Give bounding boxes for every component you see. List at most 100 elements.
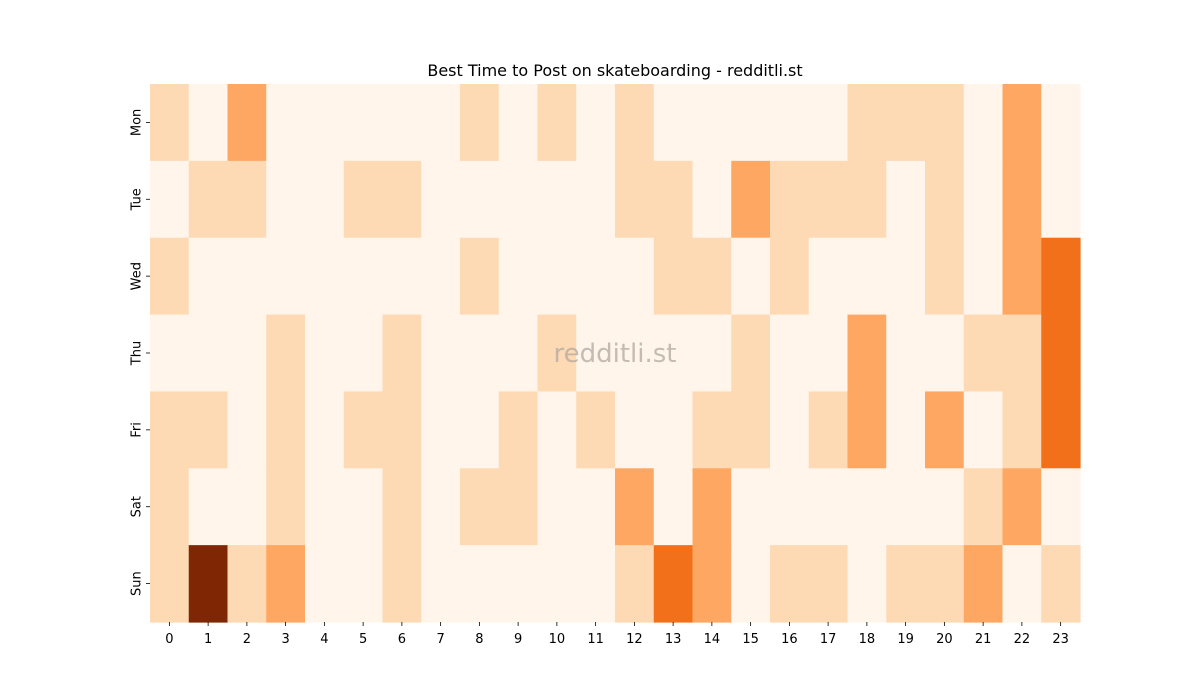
x-tick-label-22: 22 — [1014, 632, 1031, 647]
heatmap-cell-thu-8 — [460, 314, 500, 393]
heatmap-cell-thu-18 — [847, 314, 887, 393]
heatmap-cell-tue-18 — [847, 160, 887, 239]
x-tick-label-15: 15 — [742, 632, 759, 647]
heatmap-cell-wed-19 — [886, 237, 926, 316]
y-tick-label-sun: Sun — [130, 571, 145, 596]
x-tick-label-8: 8 — [475, 632, 483, 647]
heatmap-cell-thu-21 — [963, 314, 1004, 393]
heatmap-cell-mon-0 — [150, 84, 190, 162]
heatmap-cell-sun-9 — [498, 545, 539, 623]
heatmap-cell-sat-7 — [421, 468, 461, 546]
heatmap-cell-tue-14 — [692, 160, 732, 239]
heatmap-cell-tue-12 — [615, 160, 655, 239]
heatmap-cell-thu-4 — [305, 314, 345, 393]
heatmap-cell-sun-14 — [692, 545, 732, 623]
heatmap-cell-mon-21 — [963, 84, 1004, 162]
heatmap-cell-sat-11 — [576, 468, 616, 546]
heatmap-cell-sat-5 — [343, 468, 384, 546]
heatmap-cell-sat-17 — [808, 468, 849, 546]
x-tick-label-21: 21 — [975, 632, 992, 647]
heatmap-cell-mon-3 — [266, 84, 306, 162]
heatmap-cell-tue-11 — [576, 160, 616, 239]
heatmap-cell-fri-21 — [963, 391, 1004, 469]
heatmap-cell-thu-5 — [343, 314, 384, 393]
heatmap-cell-thu-11 — [576, 314, 616, 393]
heatmap-cell-wed-6 — [382, 237, 422, 316]
heatmap-cell-sat-14 — [692, 468, 732, 546]
heatmap-cell-thu-6 — [382, 314, 422, 393]
heatmap-cell-sat-9 — [498, 468, 539, 546]
heatmap-cell-thu-22 — [1002, 314, 1042, 393]
heatmap-cell-sun-6 — [382, 545, 422, 623]
heatmap-cell-sat-22 — [1002, 468, 1042, 546]
heatmap-cell-sun-10 — [537, 545, 577, 623]
x-tick-label-16: 16 — [781, 632, 798, 647]
heatmap-cell-tue-9 — [498, 160, 539, 239]
heatmap-cell-sun-20 — [925, 545, 965, 623]
heatmap-cell-fri-2 — [227, 391, 267, 469]
x-tick-label-18: 18 — [859, 632, 876, 647]
heatmap-cell-fri-1 — [188, 391, 229, 469]
heatmap-cell-tue-13 — [653, 160, 694, 239]
x-tick-label-23: 23 — [1052, 632, 1069, 647]
heatmap-cell-sat-0 — [150, 468, 190, 546]
heatmap-cell-mon-12 — [615, 84, 655, 162]
heatmap-cell-thu-13 — [653, 314, 694, 393]
heatmap-cell-thu-1 — [188, 314, 229, 393]
heatmap-cell-mon-2 — [227, 84, 267, 162]
heatmap-cell-fri-0 — [150, 391, 190, 469]
heatmap-cell-wed-12 — [615, 237, 655, 316]
heatmap-cell-fri-19 — [886, 391, 926, 469]
heatmap-cell-mon-8 — [460, 84, 500, 162]
heatmap-cell-tue-23 — [1041, 160, 1081, 239]
y-tick-label-mon: Mon — [130, 109, 145, 136]
heatmap-cell-sat-1 — [188, 468, 229, 546]
heatmap-cell-mon-13 — [653, 84, 694, 162]
heatmap-cell-mon-1 — [188, 84, 229, 162]
heatmap-cell-sat-20 — [925, 468, 965, 546]
heatmap-cell-fri-22 — [1002, 391, 1042, 469]
heatmap-cell-sat-8 — [460, 468, 500, 546]
heatmap-cell-fri-18 — [847, 391, 887, 469]
y-tick-label-sat: Sat — [130, 496, 145, 517]
x-tick-label-2: 2 — [243, 632, 251, 647]
heatmap-cell-mon-20 — [925, 84, 965, 162]
heatmap-cell-wed-15 — [731, 237, 771, 316]
heatmap-cell-fri-16 — [770, 391, 810, 469]
heatmap-cell-fri-12 — [615, 391, 655, 469]
heatmap-cell-wed-7 — [421, 237, 461, 316]
heatmap-cell-mon-17 — [808, 84, 849, 162]
heatmap-cell-thu-17 — [808, 314, 849, 393]
x-tick-label-20: 20 — [936, 632, 953, 647]
y-axis: Mon Tue Wed Thu Fri Sat Sun — [130, 109, 150, 596]
heatmap-cell-thu-23 — [1041, 314, 1081, 393]
heatmap-cell-wed-14 — [692, 237, 732, 316]
heatmap-cell-tue-21 — [963, 160, 1004, 239]
heatmap-cell-mon-23 — [1041, 84, 1081, 162]
heatmap-cell-mon-9 — [498, 84, 539, 162]
x-tick-label-10: 10 — [549, 632, 566, 647]
heatmap-cell-tue-3 — [266, 160, 306, 239]
y-tick-label-wed: Wed — [130, 262, 145, 290]
heatmap-cell-mon-5 — [343, 84, 384, 162]
heatmap-cell-sun-22 — [1002, 545, 1042, 623]
heatmap-cell-thu-10 — [537, 314, 577, 393]
heatmap-cell-thu-16 — [770, 314, 810, 393]
heatmap-cell-sun-1 — [188, 545, 229, 623]
heatmap-cell-sun-5 — [343, 545, 384, 623]
heatmap-cell-wed-11 — [576, 237, 616, 316]
heatmap-cell-tue-2 — [227, 160, 267, 239]
heatmap-cell-sun-8 — [460, 545, 500, 623]
y-tick-label-thu: Thu — [130, 341, 145, 366]
x-tick-label-4: 4 — [320, 632, 328, 647]
heatmap-cell-sun-23 — [1041, 545, 1081, 623]
heatmap-cell-sun-18 — [847, 545, 887, 623]
heatmap-cell-wed-22 — [1002, 237, 1042, 316]
heatmap-cell-mon-4 — [305, 84, 345, 162]
heatmap-cell-tue-19 — [886, 160, 926, 239]
heatmap-cell-tue-10 — [537, 160, 577, 239]
heatmap-cell-sat-18 — [847, 468, 887, 546]
heatmap-cell-sun-11 — [576, 545, 616, 623]
heatmap-cell-mon-15 — [731, 84, 771, 162]
